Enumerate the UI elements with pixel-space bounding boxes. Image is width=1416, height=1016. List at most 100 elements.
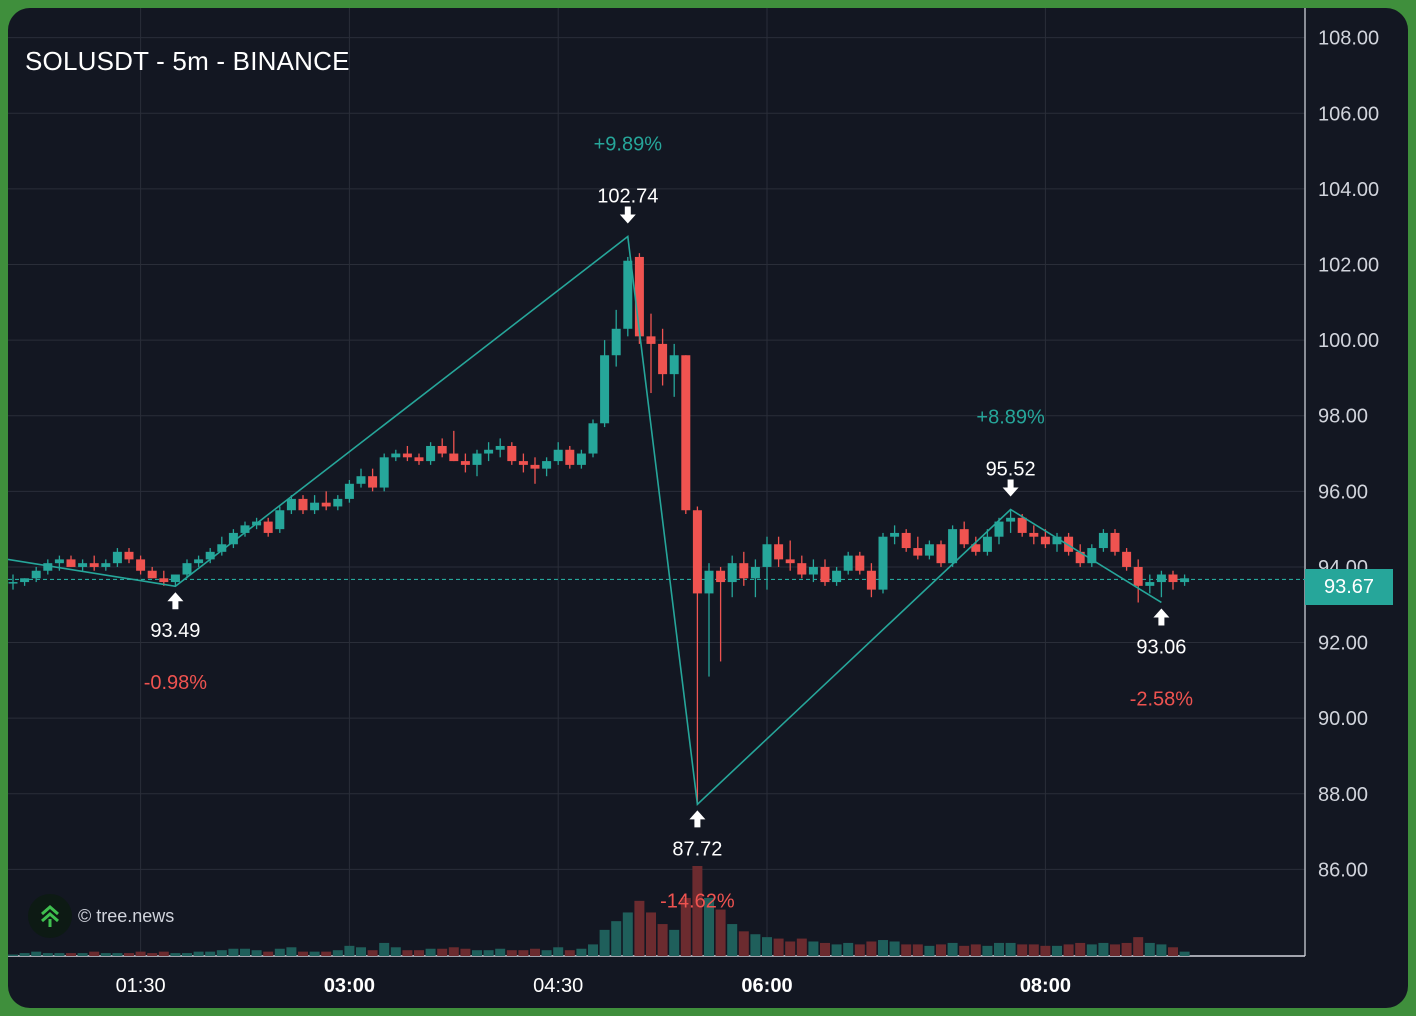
volume-bar [553,947,564,956]
candle-body [43,563,53,571]
volume-bar [100,953,111,956]
volume-bar [738,931,749,956]
pivot-price-label: 95.52 [986,458,1036,480]
volume-bar [1075,942,1086,956]
candle-body [727,563,737,583]
volume-bar [66,953,76,956]
candle-body [866,570,876,590]
volume-bar [727,924,738,956]
volume-bar [820,942,830,956]
candle-body [542,461,552,469]
volume-bar [240,948,250,956]
pivot-percent-label: -0.98% [144,672,208,694]
volume-bar [912,944,923,956]
volume-bar [1144,942,1155,956]
pivot-price-label: 102.74 [597,186,658,208]
volume-bar [332,950,343,956]
volume-bar [866,941,877,956]
volume-bar [936,944,946,956]
volume-bar [680,897,691,956]
volume-bar [425,948,436,956]
candle-body [797,563,807,575]
candle-body [228,532,238,545]
volume-bar [135,951,146,956]
volume-bar [77,953,88,956]
volume-bar [901,944,912,956]
candle-body [426,445,436,462]
pivot-price-label: 93.06 [1136,636,1186,658]
candle-body [1040,536,1050,545]
candle-body [1156,574,1166,583]
candle-body [646,336,656,344]
price-chart[interactable]: 108.00 106.00 104.00 102.00 100.00 98.00 96.00… [8,8,1408,1008]
candle-body [1017,517,1027,533]
volume-bar [785,941,796,956]
candle-body [437,445,447,454]
volume-bar [843,942,854,956]
volume-bar [321,951,332,956]
volume-bar [460,948,471,956]
pivot-percent-label: -14.62% [660,890,735,912]
volume-bar [1168,947,1178,956]
volume-bar [483,950,494,956]
volume-bar [541,950,552,956]
candle-body [1133,566,1143,586]
volume-bar [263,951,274,956]
y-tick-label: 100.00 [1318,330,1379,352]
volume-bar [193,951,204,956]
volume-bar [669,929,680,956]
x-tick-label: 01:30 [116,975,166,997]
x-tick-label: 06:00 [741,975,792,997]
candle-body [948,529,958,564]
volume-bar [1017,944,1028,956]
volume-bar [31,951,42,956]
candle-body [832,570,842,583]
candle-body [356,476,366,484]
volume-bar [112,953,123,956]
candle-body [1110,532,1120,552]
candle-body [669,355,679,375]
candle-body [124,551,134,560]
volume-bar [506,950,517,956]
candle-body [449,453,459,462]
volume-bar [657,924,668,956]
candle-body [1052,536,1062,545]
candle-body [1168,574,1178,583]
volume-bar [947,942,958,956]
candle-body [414,457,424,462]
candle-body [240,525,250,533]
volume-bar [970,944,981,956]
volume-bar [228,948,239,956]
candle-body [368,476,378,488]
candle-body [518,461,528,465]
volume-bar [1028,944,1039,956]
volume-bar [448,947,459,956]
candle-body [263,521,273,533]
candle-body [1098,532,1108,549]
candle-body [936,544,946,564]
y-tick-label: 104.00 [1318,179,1379,201]
y-tick-label: 90.00 [1318,708,1368,730]
candle-body [774,544,784,560]
candle-body [275,510,285,530]
volume-bar [414,950,424,956]
volume-bar [634,900,645,956]
volume-bar [367,950,378,956]
volume-bar [309,951,320,956]
volume-bar [796,938,807,956]
pivot-percent-label: -2.58% [1130,688,1194,710]
candle-body [344,483,354,499]
candle-body [286,498,296,511]
candle-body [750,566,760,579]
volume-bar [1179,951,1190,956]
volume-bar [611,921,622,956]
volume-bar [1005,942,1016,956]
y-tick-label: 106.00 [1318,103,1379,125]
volume-bar [831,944,842,956]
arrow-up-icon [689,810,706,828]
x-tick-label: 04:30 [533,975,583,997]
watermark-text: © tree.news [78,905,175,926]
volume-bar [530,948,540,956]
volume-bar [1063,944,1074,956]
y-tick-label: 86.00 [1318,859,1368,881]
